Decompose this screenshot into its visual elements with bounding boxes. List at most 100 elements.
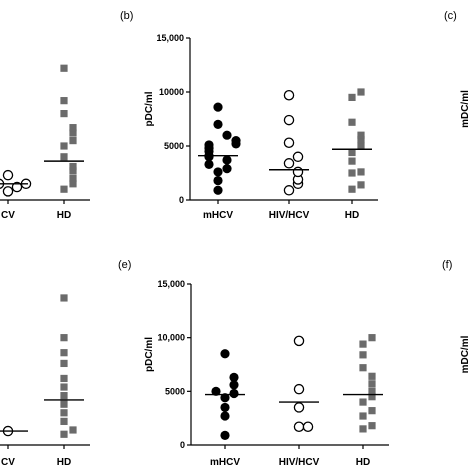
data-point [293,335,305,347]
data-point [60,359,68,368]
y-tick-label: 0 [179,195,184,205]
y-axis-label: mDC/ml [460,335,471,373]
x-category-label: mHCV [203,210,233,221]
data-point [60,374,68,383]
data-point [204,159,214,169]
data-point [357,131,365,139]
x-category-label: HD [57,210,71,221]
data-point [213,175,223,186]
data-point [213,167,223,177]
data-point [368,422,376,430]
data-point [357,135,365,144]
data-point [60,110,68,118]
data-point [60,185,68,193]
data-point [213,185,223,195]
data-point [69,129,77,137]
data-point [283,114,295,126]
data-point [60,153,68,161]
x-category-label: CV [1,210,15,221]
y-tick-label: 5000 [165,386,185,396]
data-point [293,402,305,413]
y-tick-label: 5000 [164,141,184,151]
data-point [60,392,68,400]
x-category-label: mHCV [210,457,240,468]
data-point [348,157,356,165]
data-point [293,383,305,395]
data-point [348,185,356,193]
data-point [69,137,77,145]
y-tick-label: 10000 [159,87,184,97]
data-point [283,185,295,196]
data-point [220,402,230,413]
data-point [60,64,68,72]
data-point [69,180,77,188]
data-point [357,181,365,189]
data-point [292,166,304,178]
data-point [69,124,77,132]
data-point [357,142,365,150]
data-point [60,349,68,357]
data-point [359,398,367,406]
data-point [368,380,376,388]
data-point [368,393,376,401]
data-point [220,349,230,359]
y-axis-label: pDC/ml [144,91,155,126]
panel-a: CV HD [0,64,90,221]
panel-label: (b) [120,10,133,22]
data-point [359,412,367,420]
data-point [220,411,230,421]
y-axis-label: mDC/ml [460,90,471,128]
panel-label: (c) [444,10,457,22]
data-point [348,148,356,157]
data-point [69,167,77,175]
data-point [292,151,304,163]
y-tick-label: 10,000 [157,333,185,343]
data-point [359,364,367,372]
data-point [220,430,230,440]
data-point [368,387,376,395]
data-point [302,421,314,433]
data-point [359,340,367,348]
panel-d: CV HD [0,294,90,468]
data-point [69,162,77,171]
data-point [348,118,356,126]
data-point [60,430,68,438]
x-category-label: CV [1,457,15,468]
data-point [220,393,230,403]
data-point [368,407,376,415]
y-tick-label: 15,000 [157,279,185,289]
data-point [229,388,239,399]
data-point [283,89,295,101]
data-point [60,334,68,342]
data-point [348,93,356,101]
data-point [69,174,77,182]
panel-label: (e) [118,259,131,271]
data-point [60,294,68,302]
data-point [283,158,295,169]
x-category-label: HD [345,210,359,221]
data-point [357,88,365,96]
data-point [2,169,14,181]
data-point [222,130,232,140]
data-point [222,164,232,174]
data-point [11,181,23,193]
data-point [368,334,376,342]
panel-c: (c) mDC/ml [444,10,471,128]
x-category-label: HD [57,457,71,468]
data-point [293,421,305,433]
data-point [204,140,214,150]
data-point [283,137,295,149]
data-point [222,155,232,165]
data-point [229,380,239,390]
data-point [213,119,223,129]
data-point [348,169,356,177]
x-category-label: HD [356,457,370,468]
data-point [69,426,77,434]
data-point [60,409,68,417]
data-point [211,386,221,396]
data-point [231,136,241,146]
data-point [213,102,223,112]
data-point [60,383,68,391]
data-point [368,372,376,380]
